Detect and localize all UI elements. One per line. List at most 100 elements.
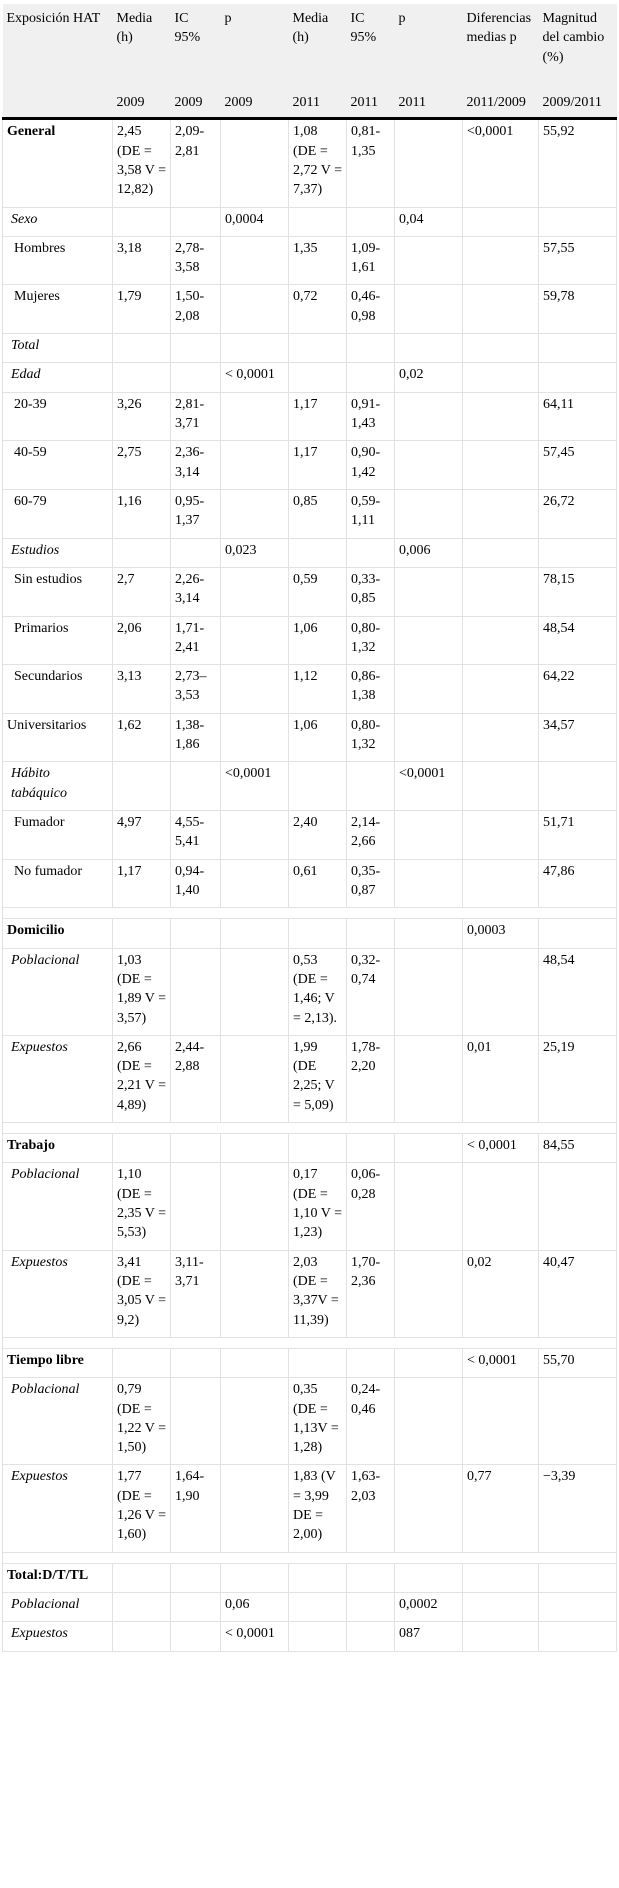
data-cell: 40,47 [538,1249,617,1338]
data-cell: 0,80-1,32 [346,615,395,666]
header-cell-year: 2009 [220,90,289,121]
row-label: Tiempo libre [2,1347,113,1379]
table-row: Poblacional 0,06 0,0002 [2,1591,617,1623]
data-cell: 1,06 [288,615,347,666]
data-cell [288,333,347,364]
data-cell [288,1591,347,1623]
data-cell: 1,08 (DE = 2,72 V = 7,37) [288,118,347,208]
data-cell [112,362,171,393]
data-cell: 1,77 (DE = 1,26 V = 1,60) [112,1464,171,1553]
data-cell [288,761,347,811]
data-cell [462,440,539,490]
data-cell [394,440,463,490]
data-cell [170,918,221,949]
row-label: Poblacional [2,947,113,1036]
row-label: Expuestos [2,1249,113,1338]
header-cell-label: Diferencias medias p [462,4,539,91]
row-label: Fumador [2,810,113,860]
data-cell [394,947,463,1036]
data-cell: <0,0001 [462,118,539,208]
header-cell-exposicion-hat: Exposición HAT [2,4,113,91]
header-cell-year: 2011/2009 [462,90,539,121]
spacer-row [2,1551,617,1564]
data-cell [220,1133,289,1164]
row-label: Hombres [2,235,113,286]
header-cell-empty [2,90,113,121]
data-cell [220,1377,289,1466]
data-cell: 1,71-2,41 [170,615,221,666]
data-cell [112,537,171,568]
data-cell [538,206,617,237]
table-row: Tiempo libre < 0,0001 55,70 [2,1347,617,1379]
data-cell: 57,55 [538,235,617,286]
data-cell [288,1347,347,1379]
data-cell: 3,18 [112,235,171,286]
data-cell [346,333,395,364]
data-cell: 1,16 [112,488,171,539]
data-cell: 0,0002 [394,1591,463,1623]
row-label: Expuestos [2,1621,113,1652]
data-cell: 0,06 [220,1591,289,1623]
table-row: No fumador 1,17 0,94-1,40 0,61 0,35-0,87 47,8… [2,858,617,909]
data-cell: 2,75 [112,440,171,490]
header-cell-year: 2009/2011 [538,90,617,121]
data-cell: 0,81-1,35 [346,118,395,208]
table-row: Estudios 0,023 0,006 [2,537,617,568]
data-cell [462,810,539,860]
data-cell: 0,35-0,87 [346,858,395,909]
data-cell [288,1562,347,1594]
data-cell [170,206,221,237]
data-cell: 087 [394,1621,463,1652]
data-cell: 0,72 [288,284,347,335]
data-cell [394,1133,463,1164]
data-cell: 0,006 [394,537,463,568]
data-cell [112,333,171,364]
table-row: Total [2,333,617,364]
data-cell [112,1133,171,1164]
data-cell: 1,03 (DE = 1,89 V = 3,57) [112,947,171,1036]
data-cell [538,537,617,568]
data-cell: 0,79 (DE = 1,22 V = 1,50) [112,1377,171,1466]
data-cell: 1,38-1,86 [170,712,221,763]
data-cell: 1,17 [112,858,171,909]
table-row: Universitarios 1,62 1,38-1,86 1,06 0,80-1,32… [2,712,617,763]
data-cell [394,664,463,714]
data-cell: 55,70 [538,1347,617,1379]
row-label: Expuestos [2,1034,113,1124]
data-cell [170,1621,221,1652]
row-label: Total:D/T/TL [2,1562,113,1594]
data-cell: 48,54 [538,615,617,666]
row-label: Universitarios [2,712,113,763]
data-cell: 0,02 [462,1249,539,1338]
data-cell [538,1377,617,1466]
row-label: Total [2,333,113,364]
table-row: Edad < 0,0001 0,02 [2,362,617,393]
data-cell [538,362,617,393]
table-row: General 2,45 (DE = 3,58 V = 12,82) 2,09-2,… [2,118,617,208]
data-cell [220,615,289,666]
data-cell [220,1464,289,1553]
data-cell [538,918,617,949]
table-row: Poblacional 1,03 (DE = 1,89 V = 3,57) 0,53… [2,947,617,1036]
data-cell [346,1591,395,1623]
data-cell [394,1377,463,1466]
data-cell [170,761,221,811]
row-label: Estudios [2,537,113,568]
data-cell: 1,06 [288,712,347,763]
data-cell: 1,50-2,08 [170,284,221,335]
row-label: Secundarios [2,664,113,714]
table-row: Expuestos < 0,0001 087 [2,1621,617,1652]
data-cell: 2,44-2,88 [170,1034,221,1124]
header-cell-label: p [394,4,463,91]
row-label: 20-39 [2,391,113,442]
data-cell: 0,94-1,40 [170,858,221,909]
data-cell: 0,023 [220,537,289,568]
spacer-cell [2,1122,617,1135]
data-cell: 64,11 [538,391,617,442]
data-cell: 2,14-2,66 [346,810,395,860]
table-row: Poblacional 0,79 (DE = 1,22 V = 1,50) 0,35… [2,1377,617,1466]
table-header: Exposición HAT Media (h) IC 95% p Media (h)… [2,4,617,121]
row-label: Expuestos [2,1464,113,1553]
table-row: Mujeres 1,79 1,50-2,08 0,72 0,46-0,98 59,78 [2,284,617,335]
data-cell: <0,0001 [220,761,289,811]
